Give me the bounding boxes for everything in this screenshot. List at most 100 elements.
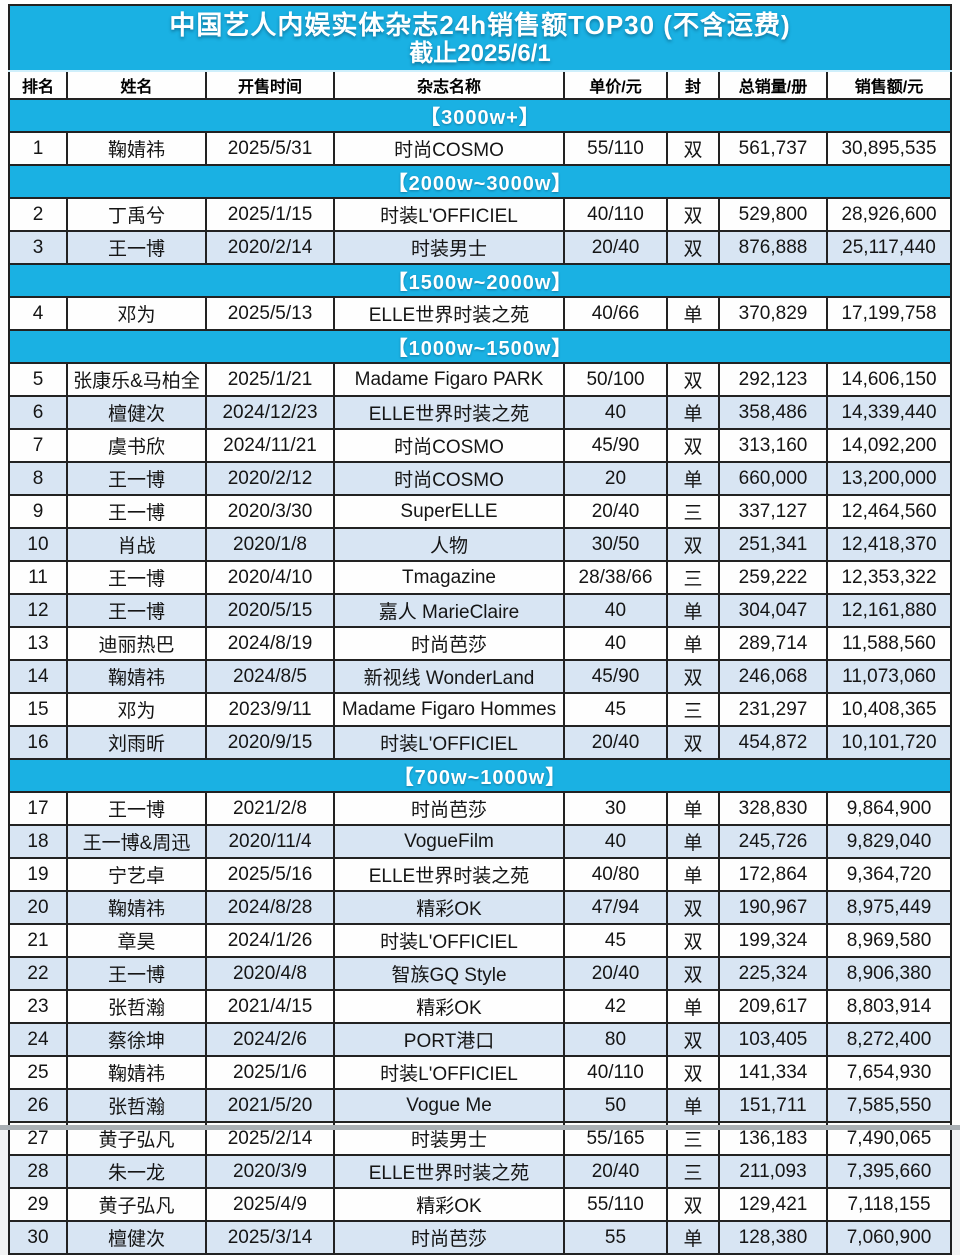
- date-cell: 2024/2/6: [205, 1022, 335, 1057]
- copies-cell: 231,297: [718, 692, 828, 727]
- revenue-cell: 7,118,155: [826, 1187, 952, 1222]
- magazine-cell: 时尚COSMO: [333, 461, 565, 496]
- magazine-cell: Vogue Me: [333, 1088, 565, 1123]
- price-cell: 40: [563, 593, 668, 628]
- revenue-cell: 17,199,758: [826, 296, 952, 331]
- table-row: 12 王一博 2020/5/15 嘉人 MarieClaire 40 单 304,047 12…: [8, 593, 952, 628]
- copies-cell: 660,000: [718, 461, 828, 496]
- revenue-cell: 12,353,322: [826, 560, 952, 595]
- date-cell: 2020/11/4: [205, 824, 335, 859]
- table-row: 23 张哲瀚 2021/4/15 精彩OK 42 单 209,617 8,803,914: [8, 989, 952, 1024]
- rank-cell: 24: [8, 1022, 68, 1057]
- revenue-cell: 12,161,880: [826, 593, 952, 628]
- name-cell: 王一博&周迅: [66, 824, 207, 859]
- column-header-4: 单价/元: [563, 70, 668, 100]
- cover-cell: 单: [666, 395, 720, 430]
- price-cell: 40: [563, 395, 668, 430]
- table-row: 8 王一博 2020/2/12 时尚COSMO 20 单 660,000 13,200,000: [8, 461, 952, 496]
- copies-cell: 190,967: [718, 890, 828, 925]
- page-subtitle: 截止2025/6/1: [409, 40, 551, 67]
- price-cell: 20/40: [563, 725, 668, 760]
- date-cell: 2020/2/12: [205, 461, 335, 496]
- section-band-label: 【700w~1000w】: [8, 758, 952, 793]
- price-cell: 55: [563, 1220, 668, 1255]
- cover-cell: 双: [666, 1055, 720, 1090]
- revenue-cell: 9,364,720: [826, 857, 952, 892]
- date-cell: 2020/4/8: [205, 956, 335, 991]
- column-header-row: 排名 姓名 开售时间 杂志名称 单价/元封总销量/册 销售额/元: [8, 70, 952, 100]
- cover-cell: 三: [666, 560, 720, 595]
- name-cell: 朱一龙: [66, 1154, 207, 1189]
- price-cell: 47/94: [563, 890, 668, 925]
- rank-cell: 2: [8, 197, 68, 232]
- revenue-cell: 8,803,914: [826, 989, 952, 1024]
- name-cell: 张哲瀚: [66, 989, 207, 1024]
- magazine-cell: 时装L'OFFICIEL: [333, 1055, 565, 1090]
- column-header-2: 开售时间: [205, 70, 335, 100]
- price-cell: 40/110: [563, 1055, 668, 1090]
- magazine-cell: Madame Figaro Hommes: [333, 692, 565, 727]
- price-cell: 42: [563, 989, 668, 1024]
- table-row: 7 虞书欣 2024/11/21 时尚COSMO 45/90 双 313,160 14,092…: [8, 428, 952, 463]
- copies-cell: 129,421: [718, 1187, 828, 1222]
- revenue-cell: 9,829,040: [826, 824, 952, 859]
- price-cell: 45: [563, 692, 668, 727]
- price-cell: 40/80: [563, 857, 668, 892]
- date-cell: 2024/12/23: [205, 395, 335, 430]
- copies-cell: 141,334: [718, 1055, 828, 1090]
- table-row: 13 迪丽热巴 2024/8/19 时尚芭莎 40 单 289,714 11,588,560: [8, 626, 952, 661]
- table-row: 20 鞠婧祎 2024/8/28 精彩OK 47/94 双 190,967 8,975,449: [8, 890, 952, 925]
- rank-cell: 29: [8, 1187, 68, 1222]
- rank-cell: 25: [8, 1055, 68, 1090]
- revenue-cell: 10,101,720: [826, 725, 952, 760]
- name-cell: 黄子弘凡: [66, 1187, 207, 1222]
- price-cell: 40: [563, 626, 668, 661]
- rank-cell: 23: [8, 989, 68, 1024]
- revenue-cell: 8,906,380: [826, 956, 952, 991]
- table-row: 3 王一博 2020/2/14 时装男士 20/40 双 876,888 25,117,440: [8, 230, 952, 265]
- rank-cell: 14: [8, 659, 68, 694]
- table-row: 24 蔡徐坤 2024/2/6 PORT港口 80 双 103,405 8,272,400: [8, 1022, 952, 1057]
- revenue-cell: 14,092,200: [826, 428, 952, 463]
- copies-cell: 454,872: [718, 725, 828, 760]
- cover-cell: 单: [666, 989, 720, 1024]
- name-cell: 虞书欣: [66, 428, 207, 463]
- name-cell: 王一博: [66, 593, 207, 628]
- cover-cell: 三: [666, 692, 720, 727]
- magazine-cell: PORT港口: [333, 1022, 565, 1057]
- date-cell: 2024/8/19: [205, 626, 335, 661]
- rank-cell: 7: [8, 428, 68, 463]
- rank-cell: 6: [8, 395, 68, 430]
- cover-cell: 双: [666, 131, 720, 166]
- rank-cell: 12: [8, 593, 68, 628]
- section-band-label: 【3000w+】: [8, 98, 952, 133]
- section-band-label: 【1500w~2000w】: [8, 263, 952, 298]
- revenue-cell: 9,864,900: [826, 791, 952, 826]
- column-header-3: 杂志名称: [333, 70, 565, 100]
- date-cell: 2025/1/6: [205, 1055, 335, 1090]
- section-band: 【2000w~3000w】: [8, 164, 952, 199]
- rank-cell: 13: [8, 626, 68, 661]
- copies-cell: 246,068: [718, 659, 828, 694]
- copies-cell: 289,714: [718, 626, 828, 661]
- magazine-cell: ELLE世界时装之苑: [333, 395, 565, 430]
- revenue-cell: 10,408,365: [826, 692, 952, 727]
- copies-cell: 245,726: [718, 824, 828, 859]
- price-cell: 45/90: [563, 659, 668, 694]
- magazine-cell: ELLE世界时装之苑: [333, 1154, 565, 1189]
- revenue-cell: 28,926,600: [826, 197, 952, 232]
- rank-cell: 3: [8, 230, 68, 265]
- table-row: 25 鞠婧祎 2025/1/6 时装L'OFFICIEL 40/110 双 141,334 7…: [8, 1055, 952, 1090]
- cover-cell: 双: [666, 1022, 720, 1057]
- table-row: 1 鞠婧祎 2025/5/31 时尚COSMO 55/110 双 561,737 30,895…: [8, 131, 952, 166]
- magazine-cell: 时尚COSMO: [333, 428, 565, 463]
- name-cell: 王一博: [66, 956, 207, 991]
- price-cell: 30/50: [563, 527, 668, 562]
- revenue-cell: 7,585,550: [826, 1088, 952, 1123]
- table-row: 22 王一博 2020/4/8 智族GQ Style 20/40 双 225,324 8,90…: [8, 956, 952, 991]
- date-cell: 2024/11/21: [205, 428, 335, 463]
- copies-cell: 225,324: [718, 956, 828, 991]
- magazine-cell: 时尚芭莎: [333, 791, 565, 826]
- name-cell: 肖战: [66, 527, 207, 562]
- table-body: 中国艺人内娱实体杂志24h销售额TOP30 (不含运费) 截止2025/6/1 …: [8, 4, 952, 1255]
